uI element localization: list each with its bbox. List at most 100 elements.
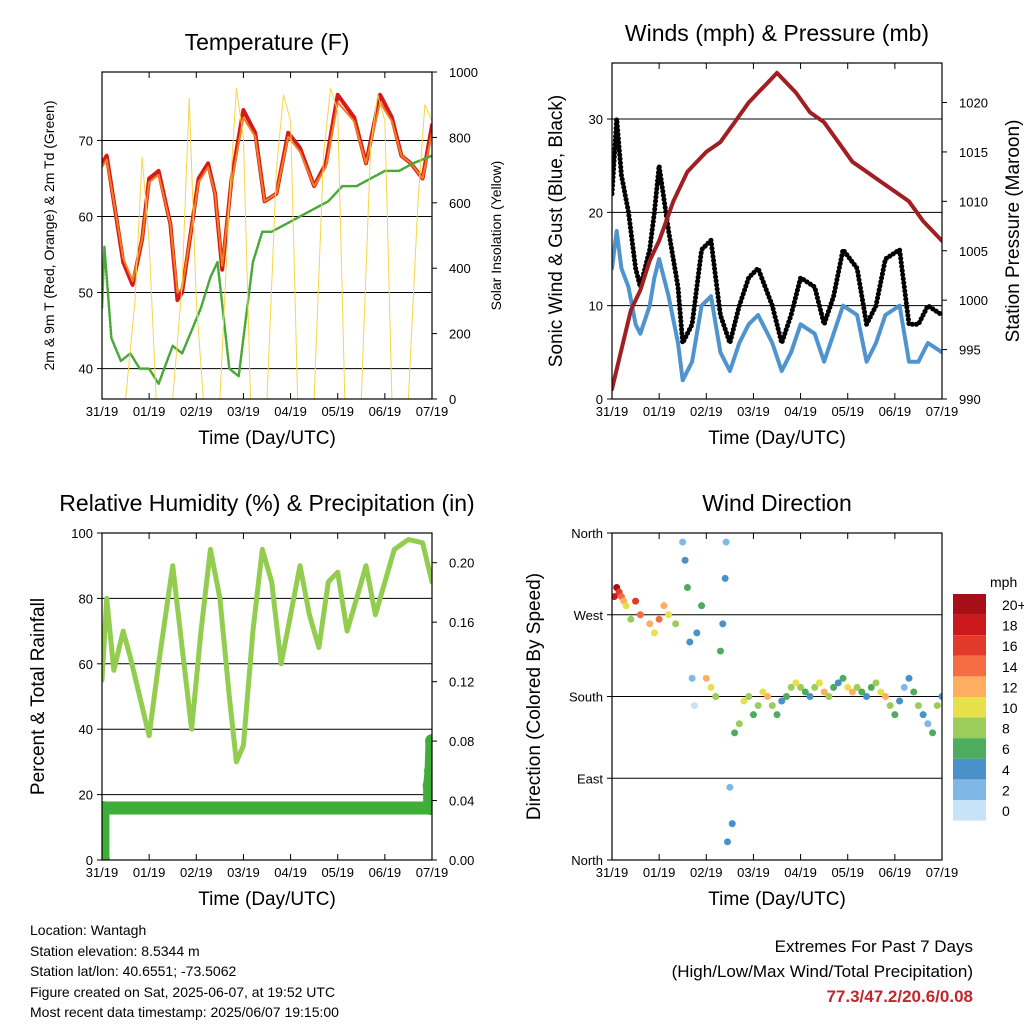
colorbar-title: mph — [990, 574, 1017, 590]
direction-point — [886, 702, 894, 710]
y-tick-label: 20 — [589, 205, 603, 220]
colorbar-label: 2 — [1002, 782, 1010, 798]
direction-point — [877, 688, 885, 696]
colorbar-swatch — [953, 655, 986, 677]
direction-point — [914, 702, 922, 710]
direction-point — [853, 683, 861, 691]
colorbar-label: 8 — [1002, 721, 1010, 737]
direction-point — [726, 783, 734, 791]
rainfall-series-line — [102, 734, 432, 860]
direction-point — [867, 683, 875, 691]
dewpoint-series-line — [102, 154, 432, 386]
direction-point — [933, 702, 941, 710]
y-tick-label: West — [574, 608, 604, 623]
direction-point — [683, 584, 691, 591]
y-tick-label: South — [569, 690, 603, 705]
humidity-panel: Relative Humidity (%) & Precipitation (i… — [28, 490, 475, 910]
y2-tick-label: 0.20 — [449, 556, 474, 571]
direction-point — [881, 693, 889, 700]
winds-plot-area — [612, 70, 942, 392]
x-tick-label: 02/19 — [180, 404, 213, 419]
x-tick-label: 03/19 — [227, 865, 260, 880]
gust-series-line — [612, 116, 942, 346]
direction-point — [754, 702, 762, 710]
colorbar-swatch — [953, 758, 986, 780]
y2-tick-label: 0 — [449, 392, 456, 407]
x-tick-label: 04/19 — [274, 865, 307, 880]
direction-point — [672, 620, 680, 628]
latest-timestamp: Most recent data timestamp: 2025/06/07 1… — [30, 1004, 339, 1020]
x-tick-label: 07/19 — [416, 404, 449, 419]
direction-point — [731, 729, 739, 737]
y-tick-label: 10 — [589, 299, 603, 314]
y-tick-label: 0 — [86, 853, 93, 868]
y-tick-label: 50 — [79, 286, 93, 301]
direction-point — [815, 679, 823, 687]
extremes-values: 77.3/47.2/20.6/0.08 — [826, 987, 973, 1006]
temp_2m-series-line — [102, 92, 432, 303]
y-tick-label: 40 — [79, 362, 93, 377]
direction-point — [834, 679, 842, 687]
direction-point — [665, 611, 673, 619]
y-tick-label: 100 — [71, 526, 93, 541]
y2-tick-label: 800 — [449, 130, 471, 145]
direction-point — [872, 679, 880, 687]
direction-point — [691, 702, 698, 710]
direction-point — [919, 711, 927, 719]
y2-tick-label: 1000 — [449, 65, 478, 80]
x-tick-label: 07/19 — [416, 865, 449, 880]
y2-tick-label: 995 — [959, 343, 981, 358]
direction-point — [679, 538, 687, 546]
direction-point — [891, 711, 899, 719]
direction-point — [627, 615, 635, 623]
direction-point — [632, 597, 640, 605]
direction-point — [686, 638, 694, 646]
direction-point — [773, 711, 781, 719]
direction-point — [749, 711, 757, 719]
x-tick-label: 01/19 — [643, 404, 676, 419]
x-tick-label: 03/19 — [737, 865, 770, 880]
y2-tick-label: 0.12 — [449, 675, 474, 690]
x-tick-label: 01/19 — [643, 865, 676, 880]
direction-point — [646, 620, 654, 628]
direction-point — [735, 720, 743, 728]
direction-point — [636, 611, 644, 619]
colorbar-swatch — [953, 614, 986, 636]
y2-tick-label: 600 — [449, 196, 471, 211]
direction-point — [650, 629, 658, 637]
direction-point — [728, 820, 736, 828]
direction-x-axis-label: Time (Day/UTC) — [708, 889, 846, 910]
colorbar-swatch — [953, 779, 986, 800]
x-tick-label: 06/19 — [879, 865, 912, 880]
colorbar-label: 4 — [1002, 762, 1010, 778]
y-tick-label: 70 — [79, 133, 93, 148]
direction-point — [612, 593, 618, 601]
temperature-frame — [101, 71, 433, 400]
x-tick-label: 05/19 — [831, 404, 864, 419]
direction-point — [740, 697, 748, 705]
winds-title: Winds (mph) & Pressure (mb) — [625, 20, 929, 46]
colorbar-swatch — [953, 738, 986, 759]
y-tick-label: 60 — [79, 657, 93, 672]
colorbar-label: 16 — [1002, 638, 1018, 654]
x-tick-label: 31/19 — [596, 404, 629, 419]
temperature-plot-area — [102, 87, 432, 399]
colorbar-label: 10 — [1002, 700, 1018, 716]
direction-point — [764, 693, 772, 700]
y2-tick-label: 0.08 — [449, 734, 474, 749]
colorbar-label: 20+ — [1002, 597, 1024, 613]
y2-tick-label: 1015 — [959, 145, 988, 160]
direction-point — [787, 683, 795, 691]
direction-point — [792, 679, 800, 687]
direction-title: Wind Direction — [702, 490, 852, 516]
direction-point — [622, 602, 630, 610]
direction-point — [716, 647, 724, 655]
direction-point — [759, 688, 767, 696]
direction-point — [839, 674, 847, 682]
temperature-y-axis-label: 2m & 9m T (Red, Orange) & 2m Td (Green) — [41, 101, 57, 371]
x-tick-label: 01/19 — [133, 404, 166, 419]
humidity-y-axis-label: Percent & Total Rainfall — [28, 598, 49, 795]
x-tick-label: 31/19 — [86, 865, 119, 880]
y-tick-label: North — [571, 853, 603, 868]
